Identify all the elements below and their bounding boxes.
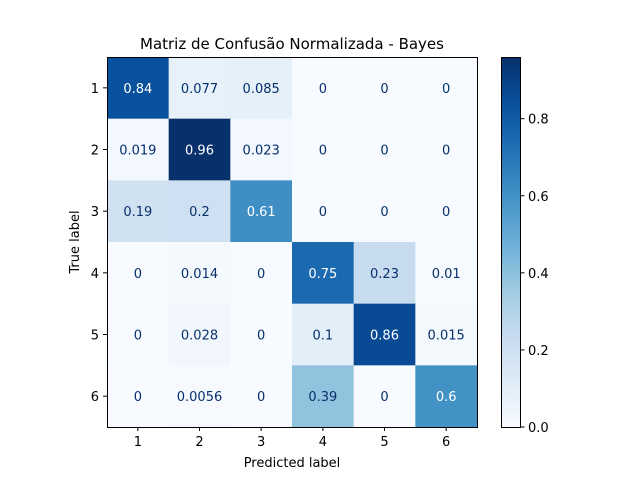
cell-value-label: 0 bbox=[442, 144, 450, 159]
heatmap-cell bbox=[168, 242, 231, 305]
cell-value-label: 0 bbox=[319, 144, 327, 159]
cell-value-label: 0.84 bbox=[123, 82, 152, 97]
x-tick-label: 3 bbox=[257, 435, 265, 450]
colorbar-tick-label: 0.6 bbox=[528, 190, 549, 205]
x-tick-label: 2 bbox=[195, 435, 203, 450]
cell-value-label: 0.2 bbox=[189, 205, 210, 220]
heatmap-cell bbox=[415, 242, 478, 305]
heatmap-cell bbox=[292, 118, 355, 181]
x-tick-label: 5 bbox=[380, 435, 388, 450]
cell-value-label: 0 bbox=[257, 390, 265, 405]
heatmap-cell bbox=[230, 118, 293, 181]
cell-value-label: 0.6 bbox=[436, 390, 457, 405]
plot-frame bbox=[107, 57, 478, 428]
heatmap-cell bbox=[415, 180, 478, 243]
heatmap-cells: 0.84 0.077 0.085 0 0 0 0.019 0.96 0.023 0 0 0 0.19 0.… bbox=[107, 57, 478, 428]
cell-value-label: 0 bbox=[380, 390, 388, 405]
colorbar-tick-label: 0.4 bbox=[528, 267, 549, 282]
cell-value-label: 0.96 bbox=[185, 144, 214, 159]
heatmap-cell bbox=[230, 242, 293, 305]
heatmap-cell bbox=[415, 57, 478, 120]
cell-value-label: 0.19 bbox=[123, 205, 152, 220]
heatmap-cell bbox=[353, 242, 416, 305]
heatmap-cell bbox=[415, 303, 478, 366]
cell-value-label: 0.0056 bbox=[177, 390, 223, 405]
colorbar-tick-label: 0.2 bbox=[528, 344, 549, 359]
heatmap-cell bbox=[107, 242, 170, 305]
heatmap-cell bbox=[292, 365, 355, 428]
cell-value-label: 0.23 bbox=[370, 267, 399, 282]
colorbar bbox=[501, 57, 521, 428]
heatmap-cell bbox=[168, 57, 231, 120]
cell-value-label: 0 bbox=[319, 82, 327, 97]
heatmap-cell bbox=[168, 118, 231, 181]
heatmap-cell bbox=[353, 118, 416, 181]
heatmap-cell bbox=[292, 180, 355, 243]
heatmap-cell bbox=[168, 303, 231, 366]
colorbar-tick-label: 0.8 bbox=[528, 113, 549, 128]
x-tick-label: 1 bbox=[134, 435, 142, 450]
heatmap-cell bbox=[230, 180, 293, 243]
heatmap-cell bbox=[168, 180, 231, 243]
cell-value-label: 0.01 bbox=[432, 267, 461, 282]
cell-value-label: 0 bbox=[319, 205, 327, 220]
heatmap-cell bbox=[107, 303, 170, 366]
heatmap-cell bbox=[168, 365, 231, 428]
x-axis-label: Predicted label bbox=[244, 456, 341, 471]
cell-value-label: 0 bbox=[380, 82, 388, 97]
heatmap-cell bbox=[415, 118, 478, 181]
y-tick-label: 4 bbox=[91, 267, 99, 282]
heatmap-cell bbox=[107, 57, 170, 120]
heatmap-cell bbox=[292, 242, 355, 305]
cell-value-label: 0.015 bbox=[428, 329, 465, 344]
heatmap-cell bbox=[230, 365, 293, 428]
cell-value-label: 0 bbox=[380, 205, 388, 220]
heatmap-cell bbox=[353, 180, 416, 243]
cell-value-label: 0 bbox=[257, 329, 265, 344]
y-axis-ticks: 1 2 3 4 5 6 bbox=[91, 82, 107, 405]
heatmap-cell bbox=[353, 365, 416, 428]
y-tick-label: 1 bbox=[91, 82, 99, 97]
cell-value-label: 0 bbox=[380, 144, 388, 159]
cell-value-label: 0 bbox=[442, 82, 450, 97]
y-tick-label: 6 bbox=[91, 390, 99, 405]
cell-value-label: 0.085 bbox=[243, 82, 280, 97]
heatmap-cell bbox=[353, 303, 416, 366]
chart-title: Matriz de Confusão Normalizada - Bayes bbox=[140, 35, 444, 53]
cell-value-label: 0 bbox=[442, 205, 450, 220]
cell-value-label: 0 bbox=[134, 329, 142, 344]
cell-value-label: 0 bbox=[134, 390, 142, 405]
heatmap-cell bbox=[230, 57, 293, 120]
y-tick-label: 5 bbox=[91, 329, 99, 344]
heatmap-cell bbox=[107, 118, 170, 181]
heatmap-cell bbox=[107, 180, 170, 243]
cell-value-label: 0 bbox=[134, 267, 142, 282]
heatmap-cell bbox=[292, 303, 355, 366]
cell-value-label: 0 bbox=[257, 267, 265, 282]
cell-value-label: 0.077 bbox=[181, 82, 218, 97]
cell-value-label: 0.1 bbox=[312, 329, 333, 344]
x-tick-label: 6 bbox=[442, 435, 450, 450]
y-axis-label: True label bbox=[68, 210, 83, 274]
heatmap-cell bbox=[107, 365, 170, 428]
cell-value-label: 0.028 bbox=[181, 329, 218, 344]
x-axis-ticks: 1 2 3 4 5 6 bbox=[134, 427, 450, 450]
cell-value-label: 0.019 bbox=[119, 144, 156, 159]
cell-value-label: 0.61 bbox=[247, 205, 276, 220]
y-tick-label: 2 bbox=[91, 144, 99, 159]
heatmap-cell bbox=[230, 303, 293, 366]
cell-value-label: 0.023 bbox=[243, 144, 280, 159]
cell-value-label: 0.014 bbox=[181, 267, 218, 282]
heatmap-cell bbox=[353, 57, 416, 120]
cell-value-label: 0.86 bbox=[370, 329, 399, 344]
y-tick-label: 3 bbox=[91, 205, 99, 220]
heatmap-cell bbox=[292, 57, 355, 120]
colorbar-tick-label: 0.0 bbox=[528, 421, 549, 436]
colorbar-ticks: 0.0 0.2 0.4 0.6 0.8 bbox=[520, 113, 549, 436]
cell-value-label: 0.39 bbox=[308, 390, 337, 405]
x-tick-label: 4 bbox=[319, 435, 327, 450]
heatmap-cell bbox=[415, 365, 478, 428]
cell-value-label: 0.75 bbox=[308, 267, 337, 282]
